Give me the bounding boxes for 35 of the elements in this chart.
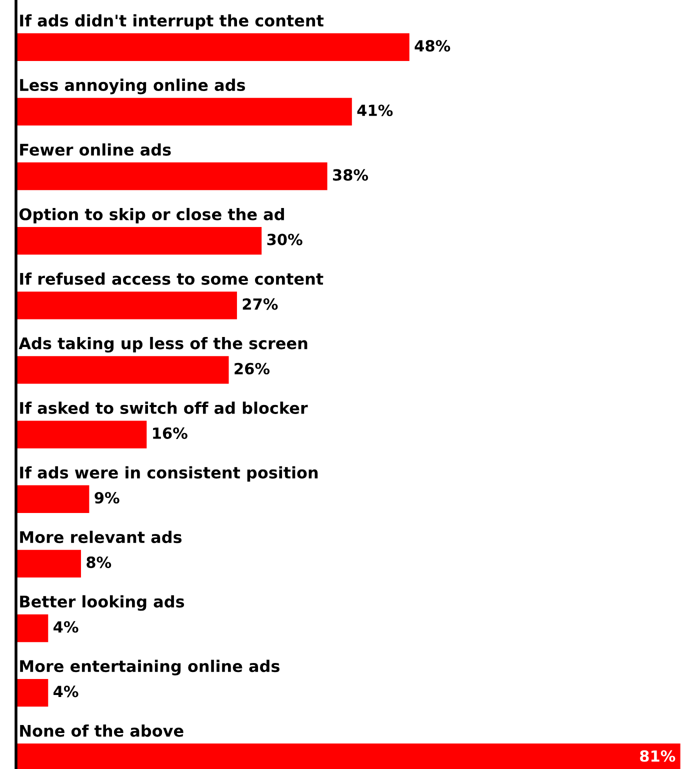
data-label: 9% — [94, 492, 120, 504]
y-tick-label: Option to skip or close the ad — [19, 208, 284, 224]
data-label: 26% — [234, 362, 270, 374]
y-tick-label: If ads didn't interrupt the content — [20, 14, 324, 30]
y-tick-label: Better looking ads — [20, 595, 184, 611]
data-label: 41% — [357, 104, 393, 116]
bar — [16, 613, 50, 644]
data-label: 16% — [153, 427, 188, 439]
data-label: 48% — [414, 40, 450, 52]
bar — [16, 354, 230, 386]
data-label: 27% — [242, 298, 278, 310]
bar — [16, 32, 411, 62]
y-tick-label: None of the above — [20, 724, 184, 737]
data-label: 30% — [267, 234, 302, 246]
bar — [16, 96, 354, 127]
y-tick-label: If refused access to some content — [20, 272, 324, 285]
bar — [16, 419, 148, 450]
bar — [16, 226, 263, 256]
y-tick-label: Less annoying online ads — [20, 78, 246, 94]
y-tick-label: If asked to switch off ad blocker — [20, 402, 308, 414]
y-tick-label: Fewer online ads — [20, 143, 171, 156]
bar — [16, 548, 82, 579]
data-label: 38% — [332, 169, 368, 181]
y-tick-label: Ads taking up less of the screen — [18, 336, 308, 353]
y-tick-label: More relevant ads — [20, 530, 182, 544]
bar — [16, 290, 238, 321]
data-label: 4% — [54, 621, 78, 633]
bar — [16, 484, 91, 514]
bar — [16, 161, 329, 192]
y-tick-label: More entertaining online ads — [20, 660, 280, 676]
bar — [16, 678, 50, 708]
data-label: 81% — [640, 750, 676, 762]
y-tick-label: If ads were in consistent position — [20, 466, 318, 482]
data-label: 4% — [54, 686, 78, 698]
data-label: 8% — [86, 556, 112, 568]
